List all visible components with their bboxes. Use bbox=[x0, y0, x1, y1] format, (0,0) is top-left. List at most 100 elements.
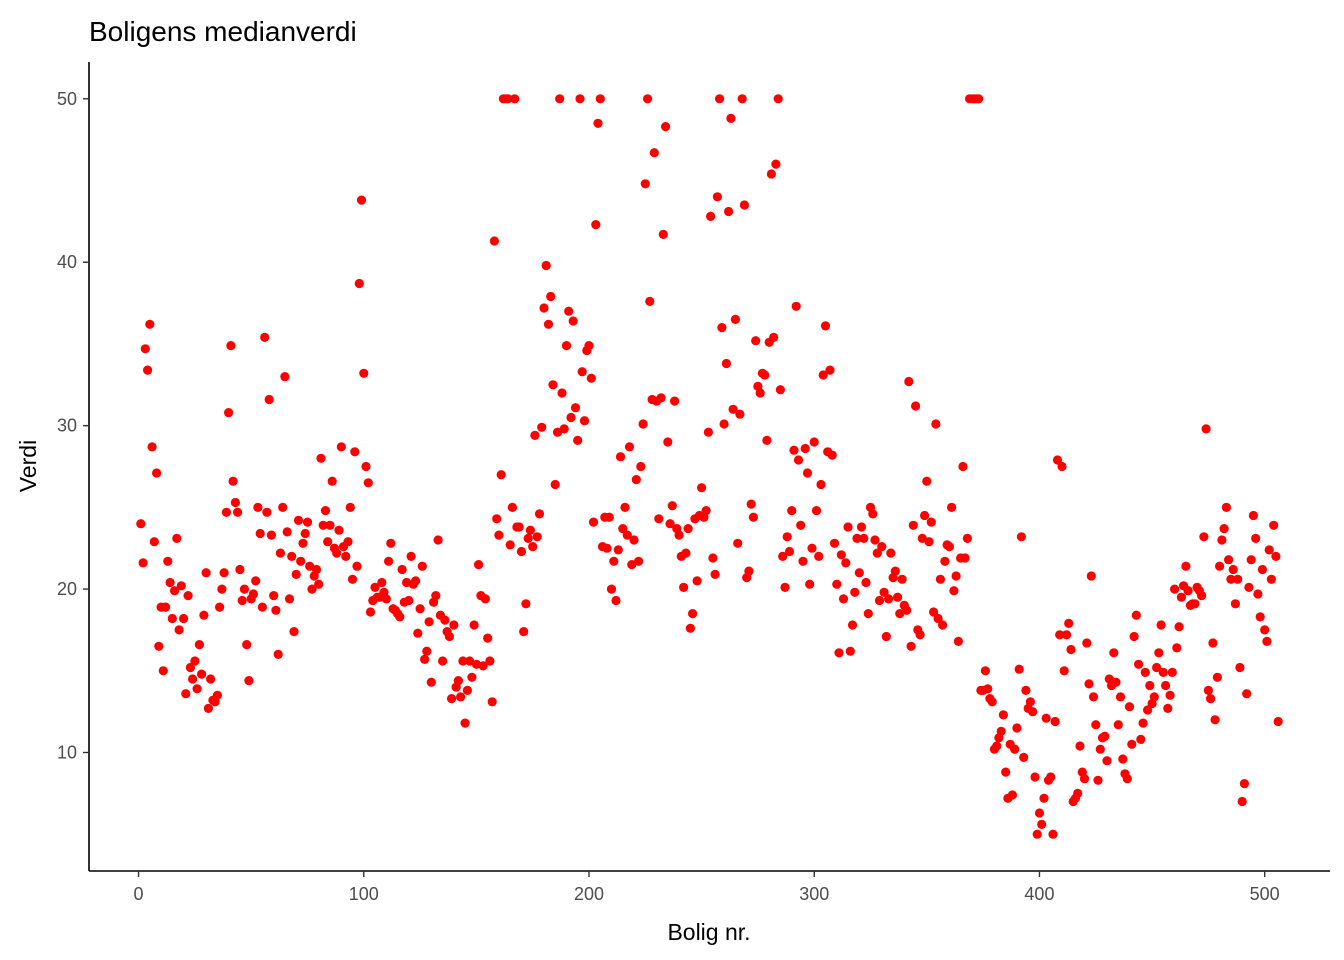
data-point bbox=[138, 558, 148, 568]
data-point bbox=[1061, 630, 1072, 640]
data-point bbox=[327, 476, 337, 486]
data-point bbox=[1010, 744, 1020, 754]
data-point bbox=[143, 365, 153, 375]
data-point bbox=[766, 169, 777, 179]
data-point bbox=[715, 94, 725, 104]
data-point bbox=[706, 211, 716, 221]
data-point bbox=[217, 584, 227, 594]
data-point bbox=[278, 502, 288, 512]
data-point bbox=[1016, 532, 1026, 542]
data-point bbox=[604, 512, 614, 522]
data-point bbox=[877, 542, 887, 552]
data-point bbox=[1014, 664, 1024, 674]
data-point bbox=[622, 530, 632, 540]
data-point bbox=[784, 546, 795, 557]
data-point bbox=[895, 609, 905, 619]
data-point bbox=[161, 602, 171, 612]
data-point bbox=[1262, 636, 1272, 647]
data-point bbox=[838, 594, 849, 604]
data-point bbox=[1113, 720, 1123, 730]
y-tick-label: 20 bbox=[57, 579, 77, 599]
data-point bbox=[1237, 796, 1247, 807]
data-point bbox=[775, 385, 786, 395]
data-point bbox=[516, 546, 527, 557]
data-point bbox=[575, 94, 585, 104]
data-point bbox=[1257, 564, 1267, 575]
data-point bbox=[341, 551, 351, 562]
data-point bbox=[242, 640, 252, 650]
data-point bbox=[215, 602, 225, 612]
data-point bbox=[1183, 586, 1193, 596]
data-point bbox=[235, 564, 245, 575]
data-point bbox=[829, 538, 840, 548]
data-point bbox=[426, 677, 436, 687]
data-point bbox=[404, 595, 414, 606]
data-point bbox=[618, 524, 628, 534]
data-point bbox=[206, 674, 216, 684]
data-point bbox=[411, 576, 421, 586]
data-point bbox=[1115, 692, 1126, 702]
data-point bbox=[492, 514, 502, 524]
data-point bbox=[884, 594, 894, 604]
data-point bbox=[239, 584, 249, 594]
x-axis-title: Bolig nr. bbox=[667, 919, 750, 945]
data-point bbox=[636, 461, 646, 472]
data-point bbox=[1228, 564, 1238, 575]
data-point bbox=[771, 159, 781, 169]
data-point bbox=[1079, 774, 1090, 784]
data-point bbox=[1221, 502, 1231, 512]
data-point bbox=[1264, 545, 1274, 555]
data-point bbox=[1212, 672, 1222, 682]
data-point bbox=[834, 648, 844, 658]
data-point bbox=[782, 532, 792, 542]
data-point bbox=[911, 401, 921, 411]
data-point bbox=[228, 476, 238, 486]
data-point bbox=[1057, 461, 1067, 472]
data-point bbox=[1102, 756, 1112, 766]
data-point bbox=[836, 550, 846, 560]
data-point bbox=[1176, 592, 1186, 602]
x-tick-label: 300 bbox=[799, 884, 829, 904]
data-point bbox=[917, 533, 927, 544]
data-point bbox=[613, 545, 623, 555]
y-axis-title: Verdi bbox=[15, 440, 41, 492]
data-point bbox=[638, 419, 648, 429]
data-point bbox=[1127, 739, 1137, 749]
data-point bbox=[843, 522, 853, 532]
data-point bbox=[251, 576, 261, 586]
data-point bbox=[519, 627, 529, 637]
data-point bbox=[920, 510, 930, 521]
data-point bbox=[219, 568, 229, 578]
data-point bbox=[253, 502, 263, 512]
data-point bbox=[152, 468, 162, 478]
data-point bbox=[282, 527, 292, 537]
data-point bbox=[386, 538, 396, 548]
data-point bbox=[667, 501, 677, 511]
data-point bbox=[780, 582, 790, 593]
data-point bbox=[1073, 788, 1083, 799]
data-point bbox=[688, 609, 698, 619]
data-point bbox=[872, 548, 882, 558]
data-point bbox=[496, 470, 506, 480]
data-point bbox=[212, 690, 222, 700]
data-point bbox=[724, 206, 734, 217]
data-point bbox=[631, 475, 641, 485]
data-point bbox=[1197, 591, 1207, 601]
data-point bbox=[149, 537, 159, 547]
data-point bbox=[183, 591, 193, 601]
data-point bbox=[305, 561, 315, 571]
data-point bbox=[350, 447, 360, 457]
data-point bbox=[275, 548, 285, 558]
data-point bbox=[532, 532, 542, 542]
data-point bbox=[1052, 455, 1063, 465]
data-point bbox=[773, 94, 783, 104]
data-point bbox=[1012, 723, 1022, 733]
data-point bbox=[181, 689, 191, 699]
data-point bbox=[665, 519, 675, 529]
data-point bbox=[1230, 599, 1240, 609]
data-point bbox=[289, 627, 299, 637]
data-point bbox=[811, 506, 822, 516]
data-point bbox=[649, 148, 659, 158]
data-point bbox=[521, 599, 531, 609]
data-point bbox=[1239, 779, 1249, 789]
